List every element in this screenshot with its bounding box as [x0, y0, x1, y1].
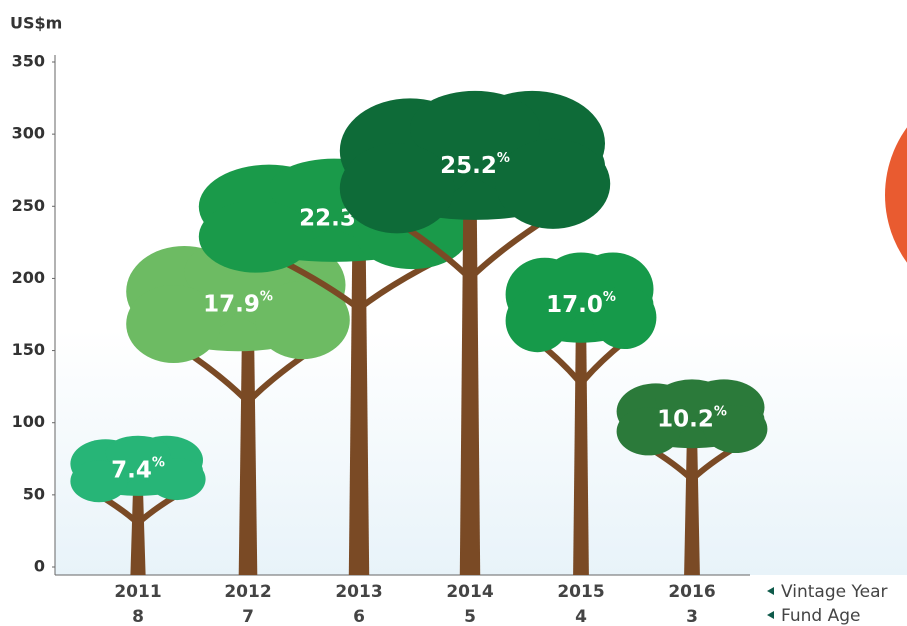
legend-arrow — [767, 587, 774, 595]
y-tick-label: 250 — [12, 196, 45, 215]
data-label-unit: % — [714, 404, 727, 419]
tree: 25.2% — [339, 90, 611, 575]
plot: 7.4%17.9%22.3%25.2%17.0%10.2% — [70, 90, 768, 575]
trunk — [573, 336, 589, 575]
crown-lobe — [198, 200, 314, 273]
x-tick-label: 2013 — [335, 582, 382, 602]
crown-lobe — [410, 90, 540, 166]
data-label-unit: % — [497, 150, 510, 165]
tree: 17.0% — [505, 252, 657, 575]
crown — [616, 379, 768, 456]
crown-lobe — [703, 405, 768, 454]
legend-arrow — [767, 611, 774, 619]
y-tick-label: 100 — [12, 412, 45, 431]
crown-lobe — [70, 460, 128, 503]
data-label: 7.4% — [111, 455, 165, 483]
x-tick-label: 7 — [242, 607, 254, 626]
crown-lobe — [544, 252, 618, 305]
decoration-circle — [885, 127, 907, 263]
y-tick-label: 0 — [34, 557, 45, 576]
crown-lobe — [105, 435, 171, 471]
tree: 7.4% — [70, 435, 206, 575]
data-label-unit: % — [603, 289, 616, 304]
trunk — [238, 343, 258, 575]
trunk — [684, 443, 700, 575]
data-label-value: 17.0 — [546, 291, 603, 317]
crown-lobe — [339, 143, 455, 234]
crown-lobe — [255, 281, 350, 360]
x-tick-label: 8 — [132, 607, 144, 626]
data-label-value: 10.2 — [657, 406, 714, 432]
x-tick-label: 4 — [575, 607, 587, 626]
legend-label: Vintage Year — [781, 582, 887, 602]
y-tick-label: 200 — [12, 268, 45, 287]
trunk — [459, 210, 481, 575]
tree: 10.2% — [616, 379, 768, 575]
crown-lobe — [592, 286, 657, 350]
crown — [505, 252, 657, 353]
crown — [70, 435, 206, 503]
data-label-value: 7.4 — [111, 457, 152, 483]
x-tick-label: 6 — [353, 607, 365, 626]
x-tick-label: 2011 — [114, 582, 161, 602]
data-label: 25.2% — [440, 150, 510, 178]
tree: 17.9% — [126, 239, 350, 575]
crown — [126, 239, 350, 363]
crown-lobe — [126, 284, 221, 363]
data-label-value: 25.2 — [440, 152, 497, 178]
legend-label: Fund Age — [781, 606, 860, 626]
x-tick-label: 3 — [686, 607, 698, 626]
crown-lobe — [616, 407, 681, 456]
crown-lobe — [505, 289, 570, 353]
y-axis-label: US$m — [10, 14, 62, 33]
data-label: 17.0% — [546, 289, 616, 317]
trunk — [130, 491, 146, 575]
y-tick-label: 350 — [12, 52, 45, 71]
x-tick-label: 5 — [464, 607, 476, 626]
data-label-value: 17.9 — [203, 291, 260, 317]
data-label-unit: % — [152, 455, 165, 470]
data-label: 17.9% — [203, 289, 273, 317]
x-tick-label: 2014 — [446, 582, 493, 602]
y-tick-label: 150 — [12, 340, 45, 359]
x-tick-label: 2012 — [224, 582, 271, 602]
crown-lobe — [495, 138, 611, 229]
y-tick-label: 50 — [23, 484, 45, 503]
data-label-value: 22.3 — [299, 205, 356, 231]
y-tick-label: 300 — [12, 124, 45, 143]
crown-lobe — [655, 379, 729, 420]
crown-lobe — [148, 458, 206, 501]
data-label: 10.2% — [657, 404, 727, 432]
x-tick-label: 2015 — [557, 582, 604, 602]
data-label-unit: % — [260, 289, 273, 304]
crown — [339, 90, 611, 234]
x-tick-label: 2016 — [668, 582, 715, 602]
trunk — [348, 254, 370, 575]
